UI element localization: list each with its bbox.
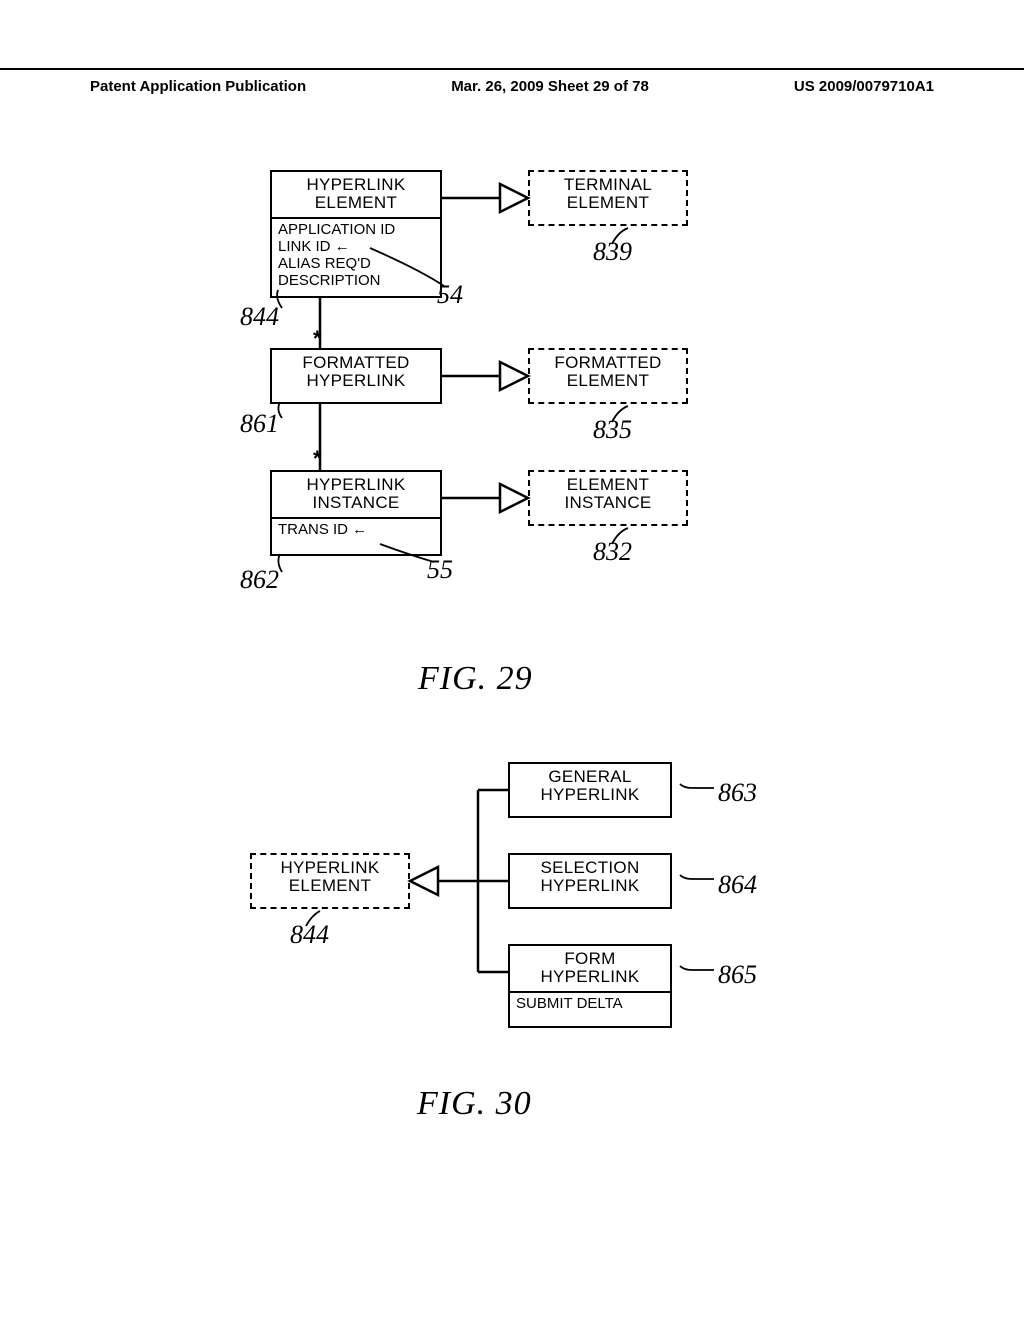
header-right: US 2009/0079710A1 <box>794 78 934 95</box>
box-selection-hyperlink: SELECTIONHYPERLINK <box>508 853 672 909</box>
ref-839: 839 <box>593 237 632 267</box>
box-general-hyperlink: GENERALHYPERLINK <box>508 762 672 818</box>
page-header: Patent Application Publication Mar. 26, … <box>0 68 1024 95</box>
box-title: HYPERLINKELEMENT <box>272 172 440 217</box>
box-title: TERMINALELEMENT <box>530 172 686 217</box>
box-hyperlink-element-2: HYPERLINKELEMENT <box>250 853 410 909</box>
box-element-instance: ELEMENTINSTANCE <box>528 470 688 526</box>
ref-832: 832 <box>593 537 632 567</box>
ref-861: 861 <box>240 409 279 439</box>
figure-29-caption: FIG. 29 <box>418 660 533 698</box>
box-title: HYPERLINKINSTANCE <box>272 472 440 517</box>
ref-865: 865 <box>718 960 757 990</box>
ref-55: 55 <box>427 555 453 585</box>
ref-54: 54 <box>437 280 463 310</box>
box-title: GENERALHYPERLINK <box>510 764 670 809</box>
multiplicity-star: * <box>313 326 322 352</box>
box-title: SELECTIONHYPERLINK <box>510 855 670 900</box>
header-left: Patent Application Publication <box>90 78 306 95</box>
box-formatted-hyperlink: FORMATTEDHYPERLINK <box>270 348 442 404</box>
box-title: HYPERLINKELEMENT <box>252 855 408 900</box>
box-title: FORMHYPERLINK <box>510 946 670 991</box>
ref-864: 864 <box>718 870 757 900</box>
box-formatted-element: FORMATTEDELEMENT <box>528 348 688 404</box>
header-center: Mar. 26, 2009 Sheet 29 of 78 <box>451 78 649 95</box>
ref-863: 863 <box>718 778 757 808</box>
ref-862: 862 <box>240 565 279 595</box>
box-attrs: TRANS ID ← <box>272 517 440 540</box>
box-hyperlink-element: HYPERLINKELEMENT APPLICATION IDLINK ID ←… <box>270 170 442 298</box>
box-hyperlink-instance: HYPERLINKINSTANCE TRANS ID ← <box>270 470 442 556</box>
box-attrs: SUBMIT DELTA <box>510 991 670 1014</box>
ref-835: 835 <box>593 415 632 445</box>
ref-844: 844 <box>240 302 279 332</box>
ref-844b: 844 <box>290 920 329 950</box>
box-terminal-element: TERMINALELEMENT <box>528 170 688 226</box>
box-title: ELEMENTINSTANCE <box>530 472 686 517</box>
box-attrs: APPLICATION IDLINK ID ←ALIAS REQ'DDESCRI… <box>272 217 440 292</box>
box-form-hyperlink: FORMHYPERLINK SUBMIT DELTA <box>508 944 672 1028</box>
multiplicity-star: * <box>313 446 322 472</box>
box-title: FORMATTEDELEMENT <box>530 350 686 395</box>
box-title: FORMATTEDHYPERLINK <box>272 350 440 395</box>
figure-30-caption: FIG. 30 <box>417 1085 532 1123</box>
